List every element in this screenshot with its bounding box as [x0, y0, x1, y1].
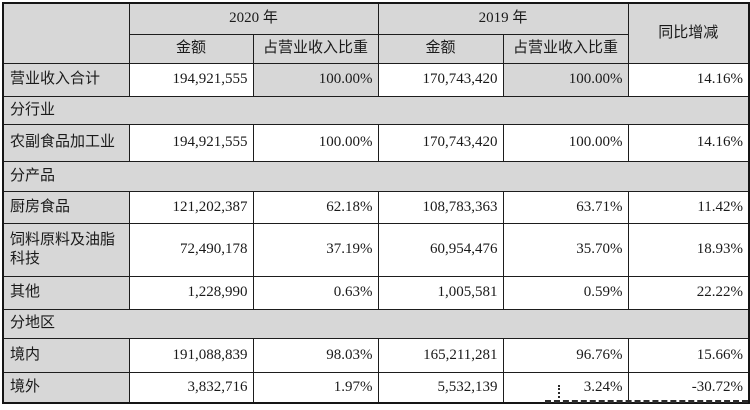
amount-2019: 165,211,281: [377, 337, 504, 373]
corner-cell: [2, 2, 130, 64]
ratio-2020: 100.00%: [252, 62, 379, 97]
amount-2020: 194,921,555: [128, 123, 254, 162]
ratio-2019: 96.76%: [502, 337, 629, 373]
ratio-2020: 100.00%: [252, 123, 379, 162]
row-label: 厨房食品: [2, 190, 130, 224]
ratio-2020-header: 占营业收入比重: [252, 33, 379, 64]
ratio-2020: 98.03%: [252, 337, 379, 373]
amount-2020: 191,088,839: [128, 337, 254, 373]
selection-dashed-line-artifact: [545, 400, 748, 403]
section-label: 分产品: [2, 160, 750, 192]
ratio-2019: 0.59%: [502, 275, 629, 310]
yoy-header: 同比增减: [627, 2, 750, 64]
section-label: 分地区: [2, 308, 750, 339]
amount-2020: 72,490,178: [128, 222, 254, 277]
table-row-industry: 农副食品加工业 194,921,555 100.00% 170,743,420 …: [2, 123, 750, 162]
yoy-value: 15.66%: [627, 337, 750, 373]
amount-2020: 3,832,716: [128, 371, 254, 404]
amount-2019: 5,532,139: [377, 371, 504, 404]
ratio-2019: 3.24%: [502, 371, 629, 404]
amount-2019-header: 金额: [377, 33, 504, 64]
amount-2020: 1,228,990: [128, 275, 254, 310]
year-2019-header: 2019 年: [377, 2, 629, 35]
section-label: 分行业: [2, 95, 750, 125]
section-row-region: 分地区: [2, 308, 750, 339]
row-label: 境外: [2, 371, 130, 404]
row-label: 境内: [2, 337, 130, 373]
table-row-domestic: 境内 191,088,839 98.03% 165,211,281 96.76%…: [2, 337, 750, 373]
amount-2019: 60,954,476: [377, 222, 504, 277]
selection-dashed-corner-artifact: [558, 385, 560, 402]
year-2020-header: 2020 年: [128, 2, 379, 35]
row-label: 其他: [2, 275, 130, 310]
table-row-kitchen-food: 厨房食品 121,202,387 62.18% 108,783,363 63.7…: [2, 190, 750, 224]
amount-2020-header: 金额: [128, 33, 254, 64]
table-row-overseas: 境外 3,832,716 1.97% 5,532,139 3.24% -30.7…: [2, 371, 750, 404]
yoy-value: 14.16%: [627, 62, 750, 97]
ratio-2020: 0.63%: [252, 275, 379, 310]
yoy-value: 14.16%: [627, 123, 750, 162]
header-row-years: 2020 年 2019 年 同比增减: [2, 2, 750, 64]
yoy-value: -30.72%: [627, 371, 750, 404]
amount-2019: 170,743,420: [377, 62, 504, 97]
amount-2019: 108,783,363: [377, 190, 504, 224]
yoy-value: 11.42%: [627, 190, 750, 224]
header-row-measures: 金额 占营业收入比重 金额 占营业收入比重: [3, 33, 749, 64]
ratio-2020: 62.18%: [252, 190, 379, 224]
row-label: 营业收入合计: [2, 62, 130, 97]
ratio-2019-header: 占营业收入比重: [502, 33, 629, 64]
table-row-feed-oil: 饲料原料及油脂科技 72,490,178 37.19% 60,954,476 3…: [2, 222, 750, 277]
yoy-value: 22.22%: [627, 275, 750, 310]
ratio-2019: 100.00%: [502, 62, 629, 97]
table-row-other: 其他 1,228,990 0.63% 1,005,581 0.59% 22.22…: [2, 275, 750, 310]
amount-2019: 1,005,581: [377, 275, 504, 310]
section-row-product: 分产品: [2, 160, 750, 192]
table-row-total: 营业收入合计 194,921,555 100.00% 170,743,420 1…: [2, 62, 750, 97]
ratio-2019: 63.71%: [502, 190, 629, 224]
row-label: 农副食品加工业: [2, 123, 130, 162]
section-row-industry: 分行业: [2, 95, 750, 125]
amount-2020: 194,921,555: [128, 62, 254, 97]
ratio-2020: 37.19%: [252, 222, 379, 277]
revenue-breakdown-table: 2020 年 2019 年 同比增减 金额 占营业收入比重 金额 占营业收入比重…: [2, 2, 750, 404]
amount-2020: 121,202,387: [128, 190, 254, 224]
ratio-2019: 35.70%: [502, 222, 629, 277]
yoy-value: 18.93%: [627, 222, 750, 277]
ratio-2020: 1.97%: [252, 371, 379, 404]
row-label: 饲料原料及油脂科技: [2, 222, 130, 277]
ratio-2019: 100.00%: [502, 123, 629, 162]
amount-2019: 170,743,420: [377, 123, 504, 162]
